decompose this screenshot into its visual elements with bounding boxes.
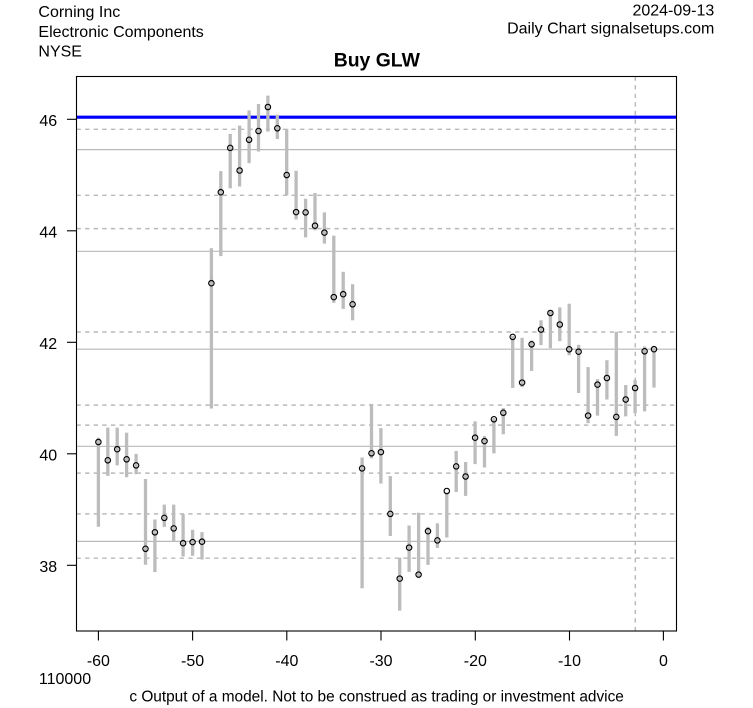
svg-text:c Output of a model. Not to be: c Output of a model. Not to be construed… xyxy=(129,689,623,706)
svg-text:40: 40 xyxy=(39,448,57,465)
svg-text:46: 46 xyxy=(39,113,57,130)
svg-text:44: 44 xyxy=(39,225,57,242)
svg-text:-40: -40 xyxy=(275,653,298,670)
svg-text:-60: -60 xyxy=(87,653,110,670)
svg-text:Daily Chart signalsetups.com: Daily Chart signalsetups.com xyxy=(507,20,714,37)
svg-text:-10: -10 xyxy=(558,653,581,670)
svg-text:0: 0 xyxy=(659,653,668,670)
svg-text:Electronic Components: Electronic Components xyxy=(38,24,203,41)
svg-text:-20: -20 xyxy=(464,653,487,670)
svg-text:42: 42 xyxy=(39,336,57,353)
svg-text:-50: -50 xyxy=(181,653,204,670)
svg-text:-30: -30 xyxy=(369,653,392,670)
svg-text:Corning Inc: Corning Inc xyxy=(38,4,120,21)
svg-text:2024-09-13: 2024-09-13 xyxy=(632,2,714,19)
svg-text:NYSE: NYSE xyxy=(38,44,82,61)
svg-text:38: 38 xyxy=(39,559,57,576)
svg-text:Buy GLW: Buy GLW xyxy=(334,49,421,71)
svg-text:110000: 110000 xyxy=(39,671,91,688)
